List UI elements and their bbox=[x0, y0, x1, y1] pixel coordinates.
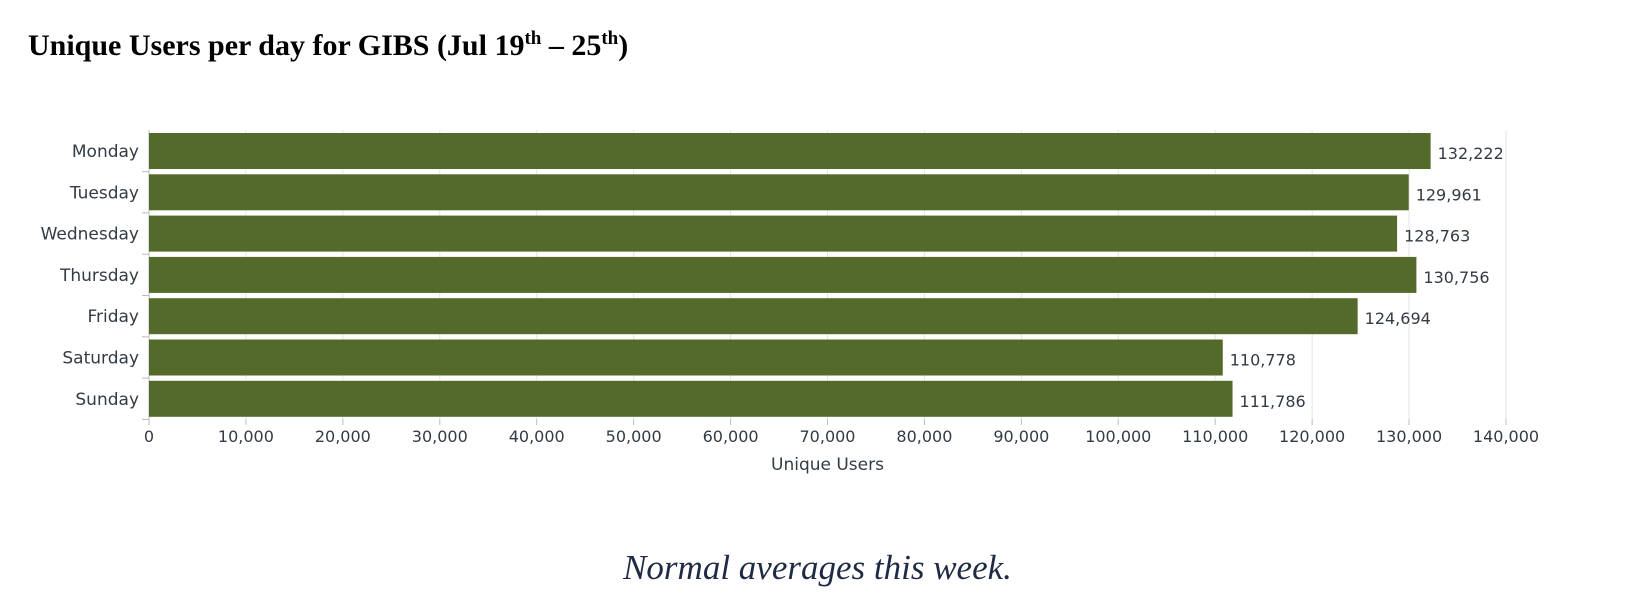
y-category-label: Monday bbox=[72, 142, 139, 162]
title-sup-end: th bbox=[601, 28, 619, 49]
y-category-label: Tuesday bbox=[69, 183, 139, 203]
x-tick-label: 40,000 bbox=[509, 427, 565, 446]
bar-tuesday bbox=[149, 174, 1409, 211]
x-tick-label: 10,000 bbox=[218, 427, 274, 446]
title-mid: – 25 bbox=[541, 29, 602, 62]
y-category-label: Friday bbox=[87, 307, 139, 327]
x-tick-label: 120,000 bbox=[1279, 427, 1345, 446]
bar-saturday bbox=[149, 339, 1223, 376]
title-end: ) bbox=[618, 29, 629, 62]
x-tick-label: 80,000 bbox=[896, 427, 952, 446]
y-category-label: Sunday bbox=[75, 390, 139, 410]
x-tick-label: 140,000 bbox=[1473, 427, 1539, 446]
x-tick-label: 30,000 bbox=[412, 427, 468, 446]
bar-sunday bbox=[149, 380, 1233, 417]
bar-value-label: 132,222 bbox=[1438, 144, 1504, 163]
x-tick-label: 70,000 bbox=[800, 427, 856, 446]
x-axis-title: Unique Users bbox=[771, 455, 884, 475]
x-tick-label: 90,000 bbox=[993, 427, 1049, 446]
title-sup-start: th bbox=[524, 28, 542, 49]
bar-value-label: 124,694 bbox=[1365, 309, 1431, 328]
bar-wednesday bbox=[149, 215, 1398, 252]
x-tick-label: 50,000 bbox=[606, 427, 662, 446]
y-category-label: Thursday bbox=[59, 266, 139, 286]
caption: Normal averages this week. bbox=[623, 548, 1012, 587]
page-title: Unique Users per day for GIBS (Jul 19th … bbox=[28, 28, 628, 63]
bars bbox=[149, 133, 1431, 417]
bar-thursday bbox=[149, 256, 1417, 293]
x-tick-label: 20,000 bbox=[315, 427, 371, 446]
x-tick-label: 100,000 bbox=[1085, 427, 1151, 446]
bar-value-label: 110,778 bbox=[1230, 351, 1296, 370]
bar-monday bbox=[149, 133, 1431, 169]
x-tick-label: 60,000 bbox=[703, 427, 759, 446]
y-category-label: Saturday bbox=[62, 349, 139, 369]
x-tick-label: 0 bbox=[144, 427, 154, 446]
labels: 0 10,000 20,000 30,000 40,000 50,000 60,000 70,… bbox=[41, 142, 1540, 475]
bar-value-label: 130,756 bbox=[1423, 268, 1489, 287]
x-tick-label: 110,000 bbox=[1182, 427, 1248, 446]
bar-value-label: 128,763 bbox=[1404, 227, 1470, 246]
bar-value-label: 129,961 bbox=[1416, 185, 1482, 204]
y-category-label: Wednesday bbox=[41, 225, 139, 245]
title-text: Unique Users per day for GIBS (Jul 19 bbox=[28, 29, 525, 62]
bar-friday bbox=[149, 298, 1358, 335]
bar-value-label: 111,786 bbox=[1240, 392, 1306, 411]
x-tick-label: 130,000 bbox=[1376, 427, 1442, 446]
